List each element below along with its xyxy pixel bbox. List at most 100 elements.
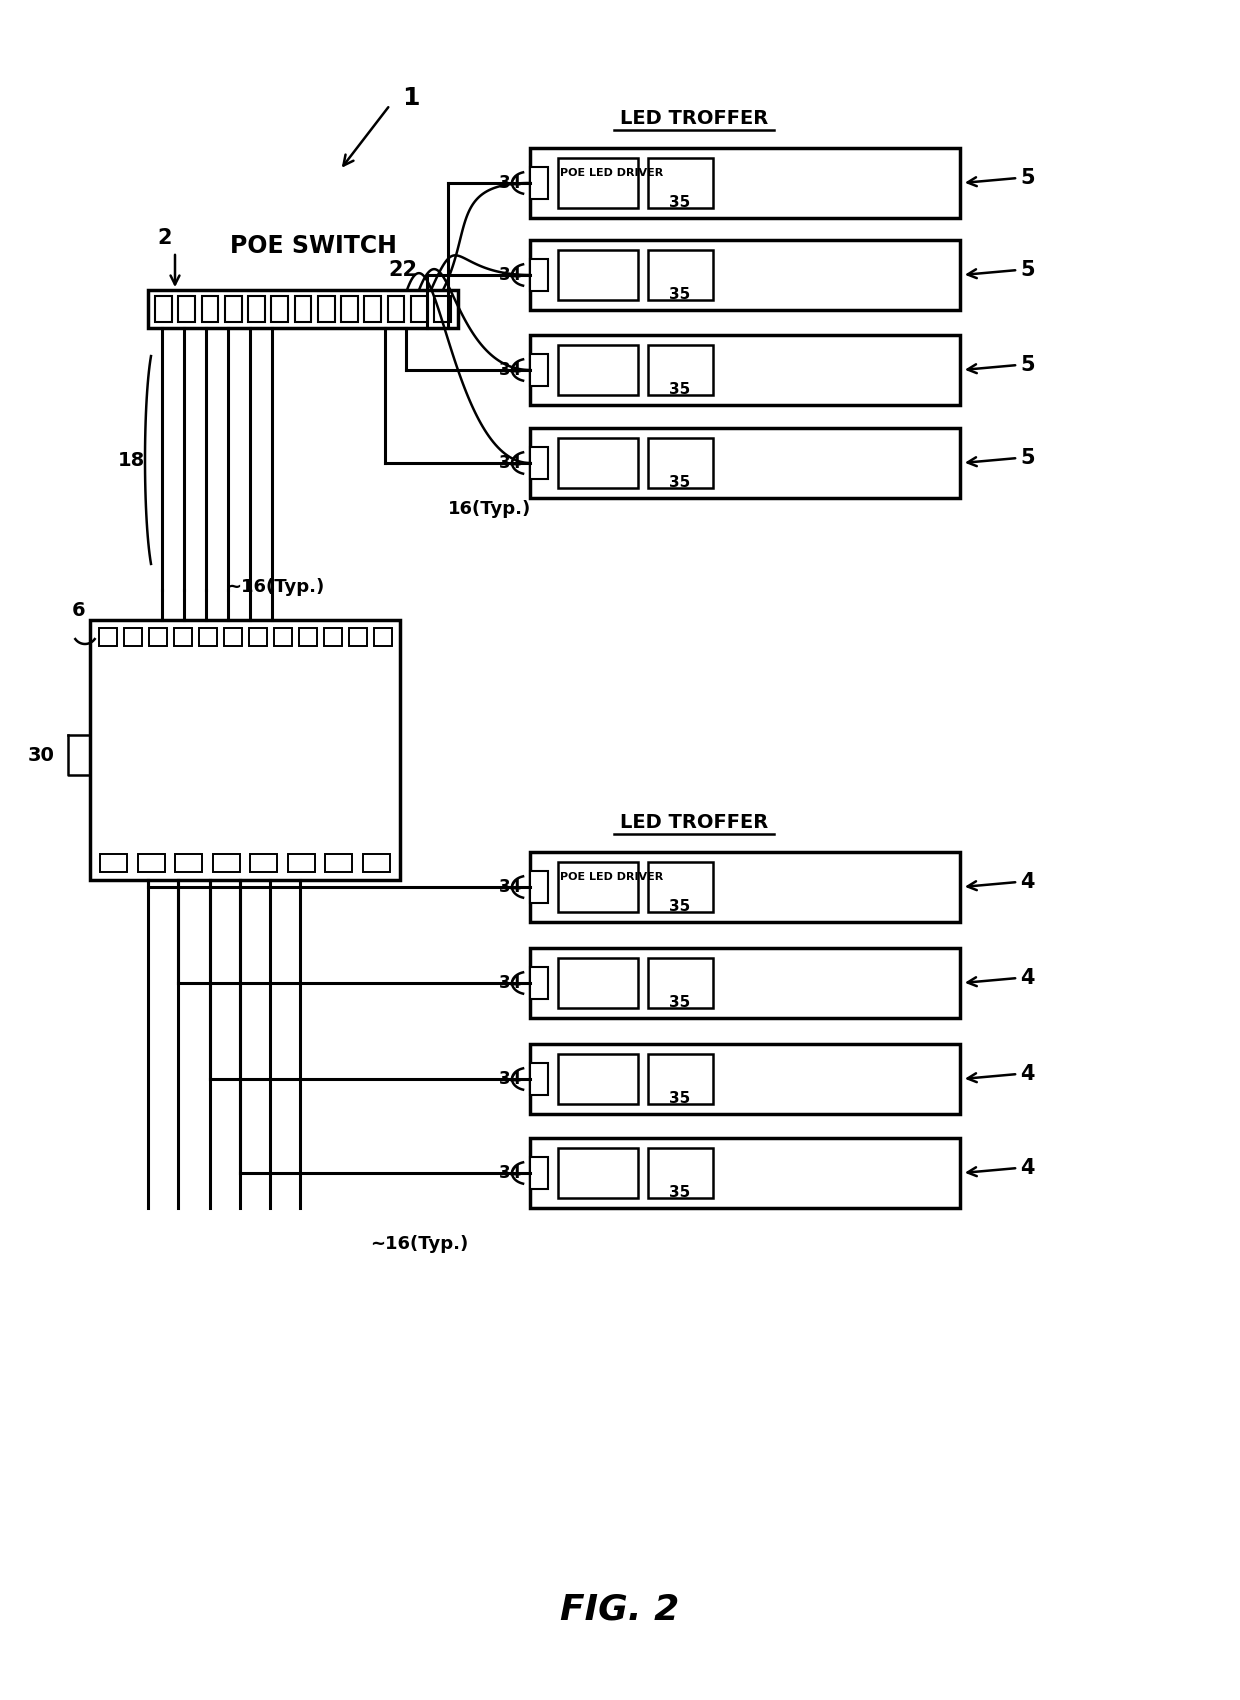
Bar <box>558 959 639 1008</box>
Text: 34: 34 <box>498 974 522 993</box>
Bar <box>373 629 392 646</box>
Text: 16(Typ.): 16(Typ.) <box>449 500 532 518</box>
Bar <box>224 296 242 321</box>
Bar <box>529 148 960 218</box>
Bar <box>649 345 713 394</box>
Text: 4: 4 <box>1021 872 1034 892</box>
Bar <box>295 296 311 321</box>
Bar <box>98 629 117 646</box>
Text: POE LED DRIVER: POE LED DRIVER <box>560 168 663 178</box>
Text: ~16(Typ.): ~16(Typ.) <box>226 578 324 597</box>
Bar <box>529 1158 548 1188</box>
Bar <box>529 447 548 479</box>
Bar <box>649 862 713 911</box>
Bar <box>223 629 242 646</box>
Bar <box>529 1062 548 1095</box>
Bar <box>649 1054 713 1103</box>
Bar <box>529 335 960 405</box>
Bar <box>558 439 639 488</box>
Text: 35: 35 <box>670 899 691 915</box>
Bar <box>248 629 267 646</box>
Bar <box>558 862 639 911</box>
Bar <box>325 853 352 872</box>
Bar <box>341 296 358 321</box>
Bar <box>649 158 713 207</box>
Text: POE SWITCH: POE SWITCH <box>229 235 397 258</box>
Text: 34: 34 <box>498 265 522 284</box>
Text: 6: 6 <box>72 602 86 620</box>
Bar <box>324 629 341 646</box>
Bar <box>175 853 202 872</box>
Text: 34: 34 <box>498 877 522 896</box>
Bar <box>348 629 367 646</box>
Bar <box>529 1044 960 1114</box>
Text: 4: 4 <box>1021 1158 1034 1178</box>
Text: 34: 34 <box>498 1069 522 1088</box>
Bar <box>174 629 191 646</box>
Bar <box>274 629 291 646</box>
Text: 2: 2 <box>157 228 172 248</box>
Bar <box>149 629 166 646</box>
Text: 35: 35 <box>670 382 691 398</box>
Bar <box>529 354 548 386</box>
Text: 35: 35 <box>670 1091 691 1107</box>
Bar <box>529 870 548 903</box>
Bar <box>529 167 548 199</box>
Text: 35: 35 <box>670 287 691 303</box>
Bar <box>529 428 960 498</box>
Bar <box>138 853 165 872</box>
Bar <box>317 296 335 321</box>
Text: 5: 5 <box>1021 355 1034 376</box>
Text: 35: 35 <box>670 474 691 490</box>
Bar <box>100 853 128 872</box>
Text: POE LED DRIVER: POE LED DRIVER <box>560 872 663 882</box>
Text: 34: 34 <box>498 454 522 473</box>
Bar <box>410 296 428 321</box>
Bar <box>124 629 141 646</box>
Bar <box>363 853 389 872</box>
Text: 35: 35 <box>670 994 691 1010</box>
Text: 34: 34 <box>498 173 522 192</box>
Bar <box>558 1054 639 1103</box>
Bar <box>529 1137 960 1209</box>
Bar <box>558 158 639 207</box>
Text: 5: 5 <box>1021 260 1034 281</box>
Bar <box>558 1148 639 1198</box>
Text: 34: 34 <box>498 360 522 379</box>
Text: 5: 5 <box>1021 168 1034 189</box>
Bar <box>179 296 195 321</box>
Bar <box>155 296 172 321</box>
Text: LED TROFFER: LED TROFFER <box>620 109 768 127</box>
Text: 4: 4 <box>1021 967 1034 988</box>
Bar <box>365 296 381 321</box>
Bar <box>272 296 288 321</box>
Bar <box>248 296 265 321</box>
Bar <box>529 949 960 1018</box>
Bar <box>649 250 713 299</box>
Bar <box>558 250 639 299</box>
Bar <box>388 296 404 321</box>
Text: 18: 18 <box>118 450 145 469</box>
Text: 22: 22 <box>388 260 417 281</box>
Bar <box>529 852 960 921</box>
Bar <box>434 296 451 321</box>
Bar <box>202 296 218 321</box>
Text: LED TROFFER: LED TROFFER <box>620 813 768 831</box>
Bar <box>529 240 960 309</box>
Bar <box>288 853 315 872</box>
Text: ~16(Typ.): ~16(Typ.) <box>370 1234 469 1253</box>
Bar <box>299 629 316 646</box>
Bar <box>198 629 217 646</box>
Bar <box>558 345 639 394</box>
Bar <box>649 439 713 488</box>
Text: 5: 5 <box>1021 449 1034 468</box>
Text: 30: 30 <box>29 746 55 765</box>
Bar <box>250 853 278 872</box>
Bar <box>529 258 548 291</box>
Bar <box>91 620 401 881</box>
Bar <box>649 1148 713 1198</box>
Bar <box>213 853 239 872</box>
Text: 34: 34 <box>498 1164 522 1181</box>
Text: 1: 1 <box>402 87 419 110</box>
Bar <box>148 291 458 328</box>
